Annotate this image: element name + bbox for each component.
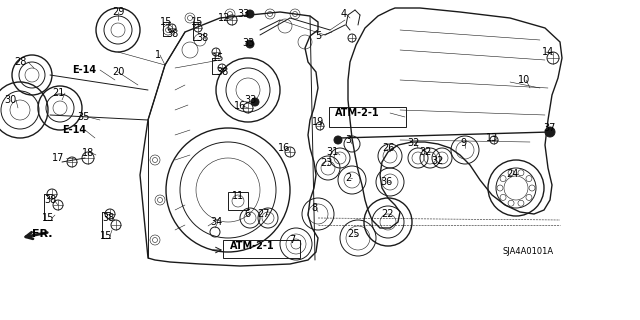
- Text: 13: 13: [486, 133, 498, 143]
- Text: 12: 12: [218, 13, 230, 23]
- Text: 3: 3: [345, 135, 351, 145]
- Text: 32: 32: [408, 138, 420, 148]
- Text: 14: 14: [542, 47, 554, 57]
- Text: 33: 33: [242, 38, 254, 48]
- Text: 10: 10: [518, 75, 530, 85]
- Text: 37: 37: [544, 123, 556, 133]
- Text: 27: 27: [258, 209, 270, 219]
- Text: 31: 31: [326, 147, 338, 157]
- Text: 16: 16: [278, 143, 290, 153]
- Text: 16: 16: [234, 101, 246, 111]
- Text: ATM-2-1: ATM-2-1: [230, 241, 275, 251]
- Text: 15: 15: [100, 231, 112, 241]
- Text: 15: 15: [42, 213, 54, 223]
- Text: FR.: FR.: [32, 229, 52, 239]
- Text: 38: 38: [196, 33, 208, 43]
- Text: 8: 8: [311, 203, 317, 213]
- Text: 24: 24: [506, 169, 518, 179]
- Text: 15: 15: [191, 17, 203, 27]
- Text: 20: 20: [112, 67, 124, 77]
- Text: 26: 26: [382, 143, 394, 153]
- Circle shape: [334, 136, 342, 144]
- Circle shape: [246, 10, 254, 18]
- Text: E-14: E-14: [62, 125, 86, 135]
- Text: 17: 17: [52, 153, 64, 163]
- Text: 2: 2: [345, 173, 351, 183]
- Text: ATM-2-1: ATM-2-1: [335, 108, 380, 118]
- Text: 28: 28: [14, 57, 26, 67]
- Text: 15: 15: [212, 53, 224, 63]
- Text: 11: 11: [232, 191, 244, 201]
- Text: 32: 32: [420, 147, 432, 157]
- Text: 34: 34: [210, 217, 222, 227]
- Text: 19: 19: [312, 117, 324, 127]
- Text: 29: 29: [112, 7, 124, 17]
- Text: 38: 38: [102, 213, 114, 223]
- Text: 32: 32: [432, 156, 444, 166]
- Text: 38: 38: [166, 29, 178, 39]
- Text: 7: 7: [289, 235, 295, 245]
- Text: 23: 23: [320, 158, 332, 168]
- Circle shape: [246, 40, 254, 48]
- Text: 18: 18: [82, 148, 94, 158]
- Text: E-14: E-14: [72, 65, 96, 75]
- Text: 36: 36: [380, 177, 392, 187]
- Text: 21: 21: [52, 88, 64, 98]
- Text: 6: 6: [244, 209, 250, 219]
- Text: 38: 38: [44, 195, 56, 205]
- Text: 25: 25: [347, 229, 359, 239]
- Circle shape: [251, 98, 259, 106]
- Text: 33: 33: [244, 95, 256, 105]
- Text: 22: 22: [381, 209, 393, 219]
- Text: SJA4A0101A: SJA4A0101A: [502, 247, 554, 257]
- Circle shape: [545, 127, 555, 137]
- Text: 33: 33: [237, 9, 249, 19]
- Text: 38: 38: [216, 67, 228, 77]
- Text: 1: 1: [155, 50, 161, 60]
- Text: 35: 35: [78, 112, 90, 122]
- Text: 30: 30: [4, 95, 16, 105]
- Text: 15: 15: [160, 17, 172, 27]
- Text: 9: 9: [460, 138, 466, 148]
- Text: 4: 4: [341, 9, 347, 19]
- Text: 5: 5: [315, 31, 321, 41]
